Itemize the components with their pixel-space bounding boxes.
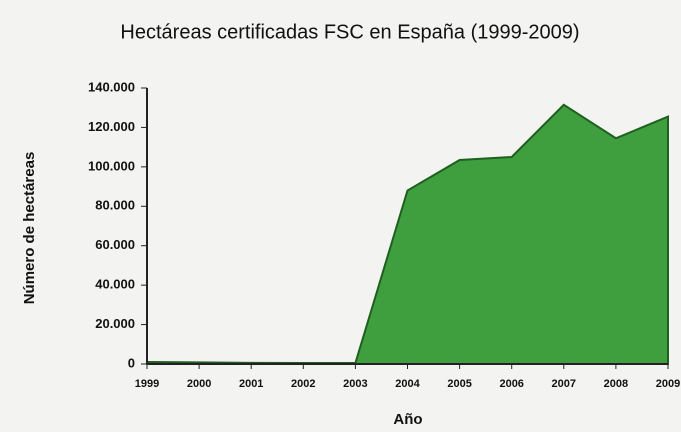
- x-tick-label: 2006: [499, 378, 523, 390]
- x-tick-label: 2008: [604, 378, 628, 390]
- chart-title: Hectáreas certificadas FSC en España (19…: [120, 21, 579, 43]
- x-tick-label: 2000: [187, 378, 211, 390]
- y-tick-label: 80.000: [95, 198, 135, 213]
- y-axis-label: Número de hectáreas: [21, 152, 38, 305]
- y-tick-label: 100.000: [88, 158, 135, 173]
- x-tick-label: 2005: [447, 378, 471, 390]
- area: [146, 103, 669, 365]
- x-tick-label: 2001: [239, 378, 263, 390]
- x-tick-label: 2003: [343, 378, 367, 390]
- x-tick-label: 1999: [135, 378, 159, 390]
- y-tick-label: 140.000: [88, 79, 135, 94]
- x-tick-label: 2002: [291, 378, 315, 390]
- x-tick-label: 2009: [656, 378, 680, 390]
- y-tick-label: 40.000: [95, 277, 135, 292]
- x-tick-label: 2007: [552, 378, 576, 390]
- y-tick-label: 60.000: [95, 237, 135, 252]
- y-tick-label: 0: [128, 355, 135, 370]
- x-tick-label: 2004: [395, 378, 420, 390]
- y-tick-label: 120.000: [88, 119, 135, 134]
- y-tick-label: 20.000: [95, 316, 135, 331]
- x-axis-label: Año: [393, 411, 422, 428]
